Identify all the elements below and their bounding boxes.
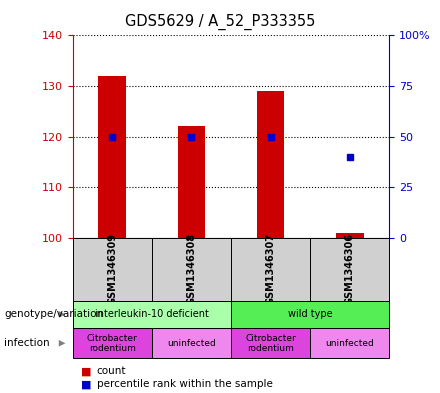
Text: GSM1346309: GSM1346309 — [107, 233, 117, 305]
Text: Citrobacter
rodentium: Citrobacter rodentium — [245, 334, 296, 353]
Text: GSM1346307: GSM1346307 — [266, 233, 275, 305]
Bar — [310, 328, 389, 358]
Text: wild type: wild type — [288, 309, 333, 320]
Bar — [336, 233, 364, 238]
Text: count: count — [97, 366, 126, 376]
Bar — [73, 238, 152, 301]
Text: infection: infection — [4, 338, 50, 348]
Bar — [73, 328, 152, 358]
Text: GSM1346308: GSM1346308 — [187, 233, 196, 305]
Text: uninfected: uninfected — [167, 339, 216, 348]
Bar — [231, 328, 310, 358]
Bar — [152, 328, 231, 358]
Text: Citrobacter
rodentium: Citrobacter rodentium — [87, 334, 138, 353]
Bar — [310, 238, 389, 301]
Bar — [73, 301, 231, 328]
Text: percentile rank within the sample: percentile rank within the sample — [97, 379, 273, 389]
Bar — [257, 91, 284, 238]
Bar — [99, 76, 126, 238]
Text: ■: ■ — [81, 366, 92, 376]
Text: GSM1346306: GSM1346306 — [345, 233, 355, 305]
Text: genotype/variation: genotype/variation — [4, 309, 103, 320]
Text: ■: ■ — [81, 379, 92, 389]
Text: uninfected: uninfected — [326, 339, 374, 348]
Bar — [152, 238, 231, 301]
Bar — [178, 127, 205, 238]
Text: GDS5629 / A_52_P333355: GDS5629 / A_52_P333355 — [125, 14, 315, 30]
Bar — [231, 301, 389, 328]
Bar — [231, 238, 310, 301]
Text: interleukin-10 deficient: interleukin-10 deficient — [95, 309, 209, 320]
